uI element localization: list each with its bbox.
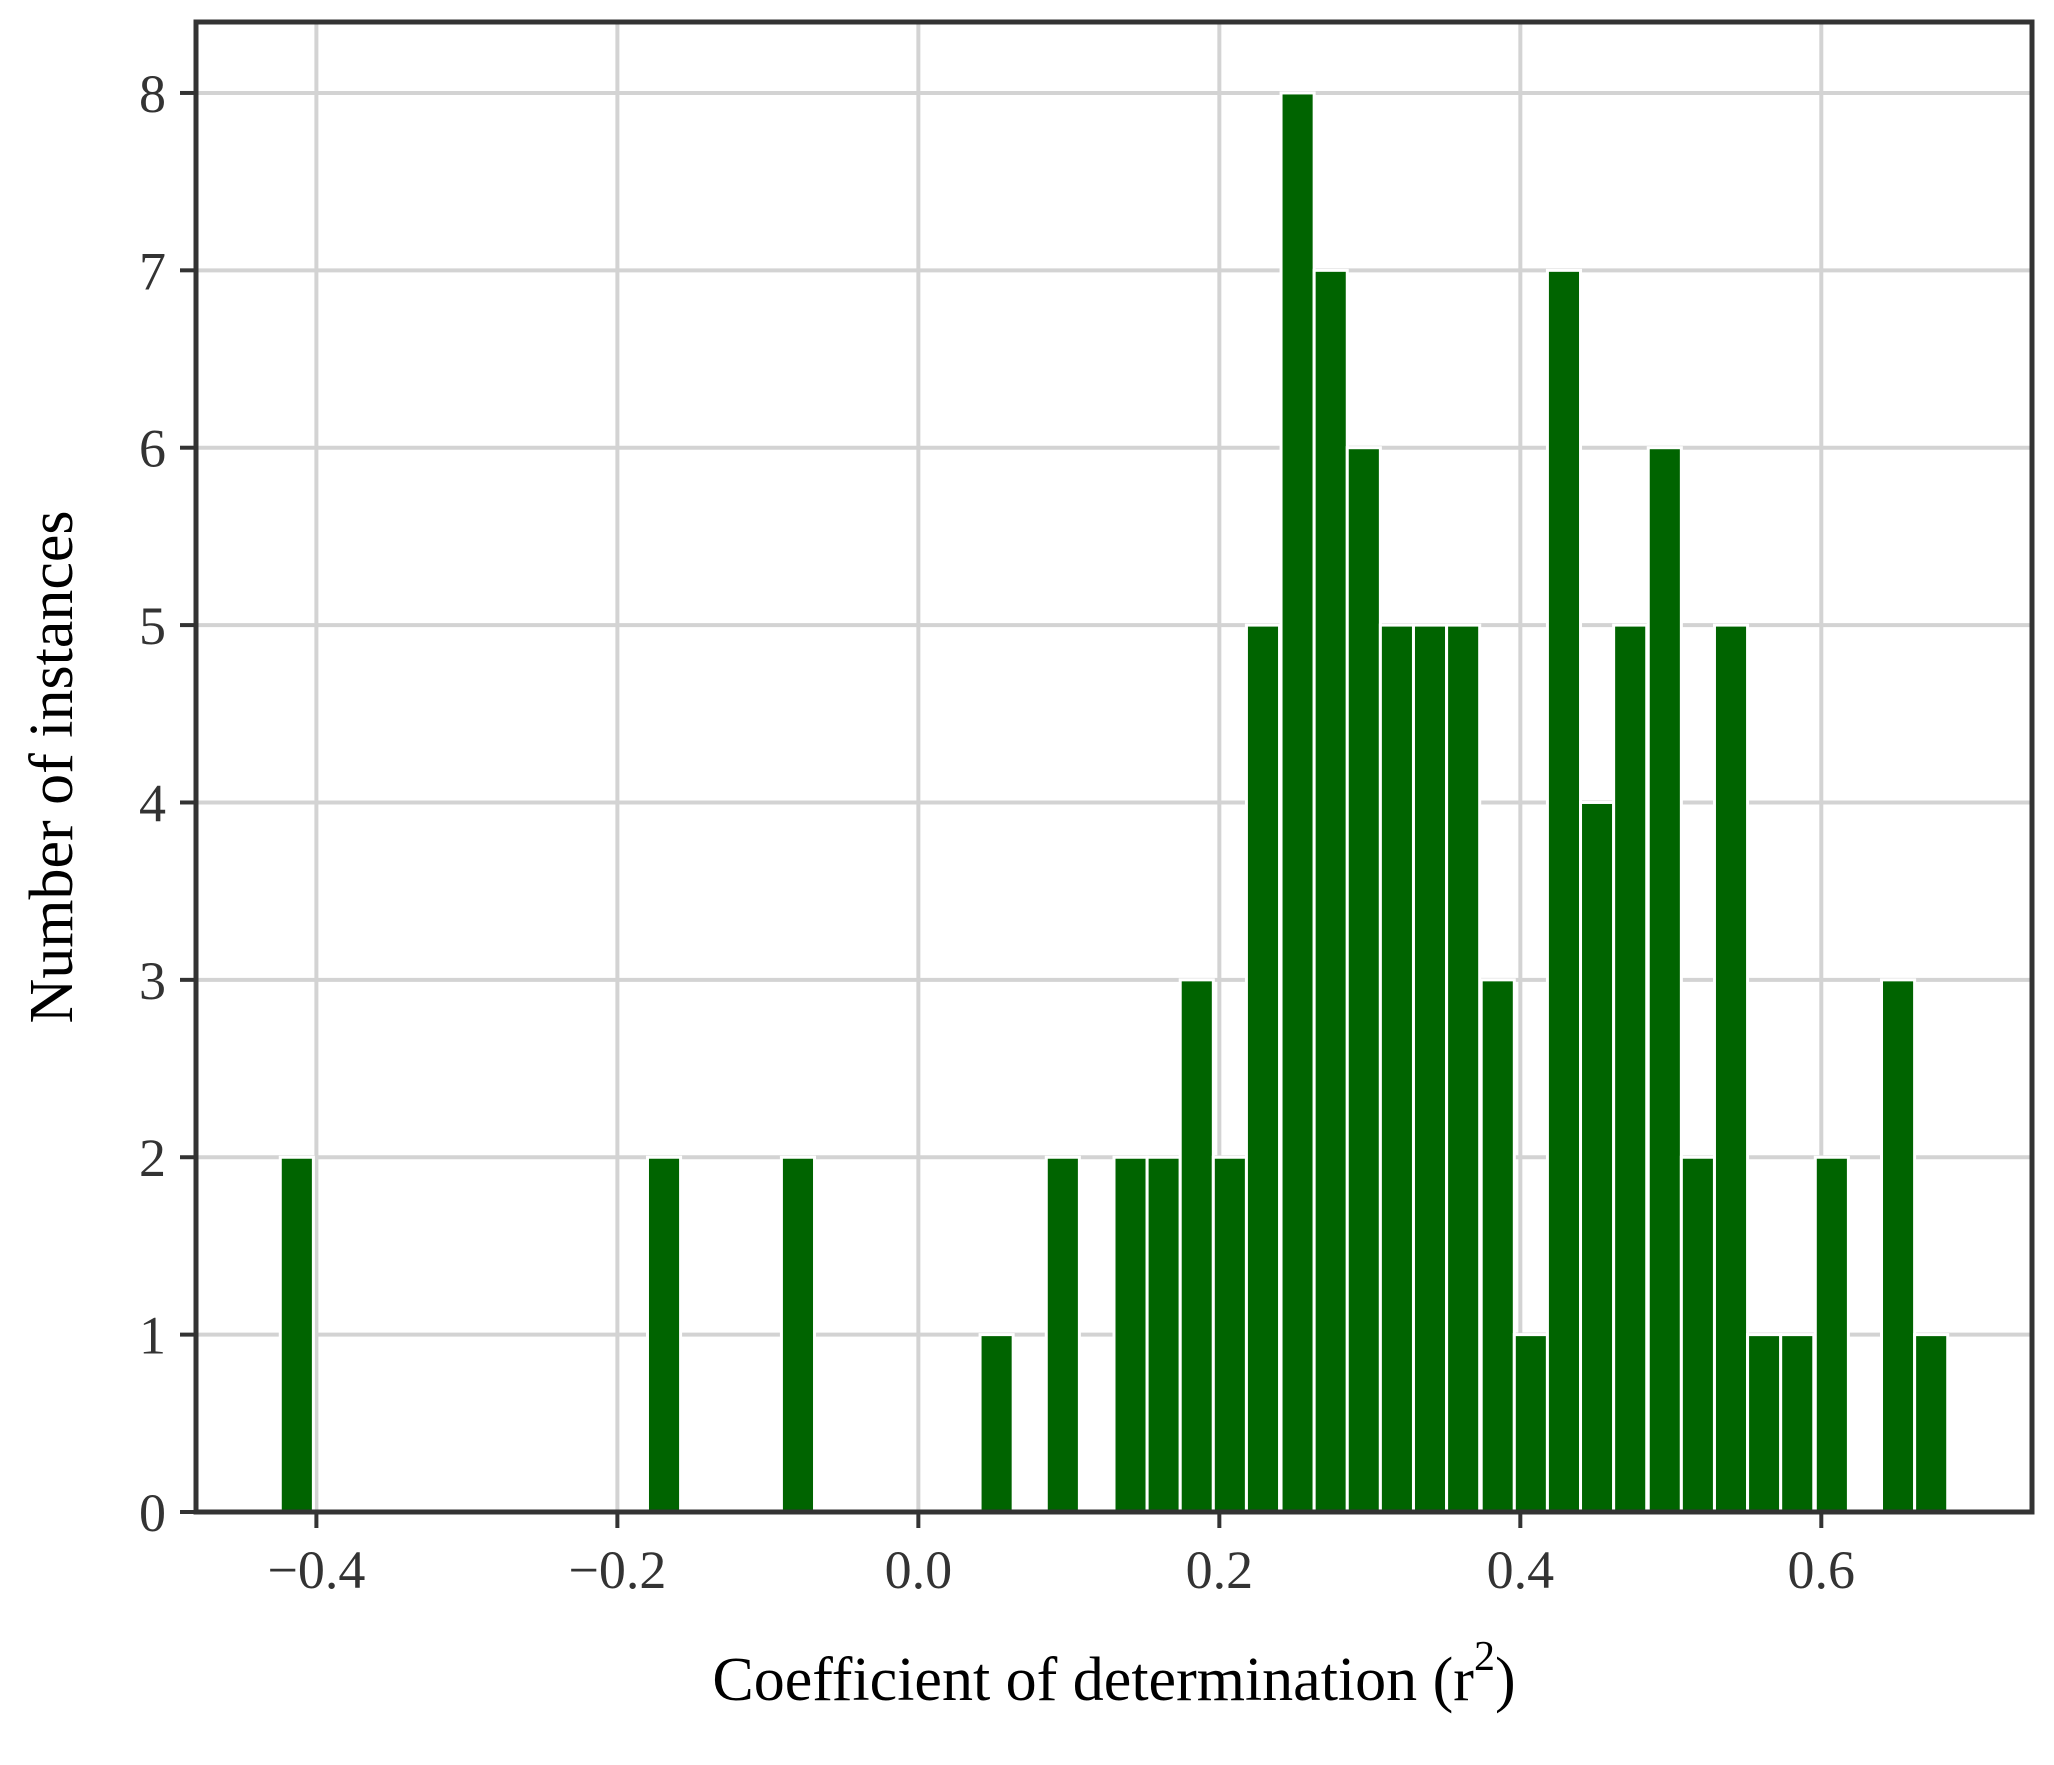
histogram-bar [1880, 978, 1917, 1514]
y-tick-label: 7 [139, 241, 166, 301]
histogram-bar [1779, 1333, 1816, 1514]
histogram-bar [1746, 1333, 1783, 1514]
x-axis-ticks: −0.4 −0.2 0.0 0.2 0.4 0.6 [267, 1512, 1855, 1600]
histogram-bar [1112, 1155, 1149, 1514]
histogram-bar [278, 1155, 315, 1514]
axes-frame [193, 19, 2035, 1515]
y-tick-label: 8 [139, 64, 166, 124]
histogram-bar [1211, 1155, 1248, 1514]
histogram-bar [1579, 800, 1616, 1514]
y-tick-label: 1 [139, 1306, 166, 1366]
histogram-bar [1244, 623, 1282, 1514]
y-tick-label: 3 [139, 951, 166, 1011]
grid [196, 22, 2032, 1514]
x-tick-label: 0.6 [1788, 1540, 1856, 1600]
y-tick-label: 4 [139, 773, 166, 833]
histogram-bar [1445, 623, 1482, 1514]
histogram-bar [1279, 91, 1316, 1514]
x-axis-title-superscript: 2 [1474, 1634, 1495, 1680]
histogram-bar [1646, 446, 1683, 1514]
histogram-bar [1044, 1155, 1081, 1514]
y-axis-title: Number of instances [18, 510, 86, 1023]
histogram-bar [1545, 268, 1583, 1514]
histogram-bar [1378, 623, 1415, 1514]
histogram-bar [1312, 268, 1349, 1514]
y-axis-ticks: 0 1 2 3 4 5 6 7 8 [139, 64, 196, 1543]
histogram-bar [1679, 1155, 1716, 1514]
x-tick-label: 0.4 [1487, 1540, 1555, 1600]
histogram-bar [1178, 978, 1215, 1514]
histogram-bar [1479, 978, 1516, 1514]
y-tick-label: 2 [139, 1128, 166, 1188]
x-tick-label: 0.2 [1186, 1540, 1254, 1600]
x-axis-title: Coefficient of determination (r2) [712, 1634, 1515, 1714]
histogram-bar [779, 1155, 817, 1514]
histogram-bar [1411, 623, 1449, 1514]
x-tick-label: −0.4 [267, 1540, 365, 1600]
histogram-bar [1612, 623, 1649, 1514]
histogram-bar [1913, 1333, 1950, 1514]
y-tick-label: 5 [139, 596, 166, 656]
histogram-bar [1345, 446, 1382, 1514]
x-tick-label: −0.2 [568, 1540, 666, 1600]
x-tick-label: 0.0 [885, 1540, 953, 1600]
y-tick-label: 6 [139, 419, 166, 479]
x-axis-title-main: Coefficient of determination (r [712, 1646, 1474, 1714]
histogram-bar [1712, 623, 1750, 1514]
histogram-bar [1145, 1155, 1182, 1514]
x-axis-title-suffix: ) [1495, 1646, 1516, 1714]
histogram-bar [978, 1333, 1015, 1514]
histogram-bar [1512, 1333, 1549, 1514]
y-tick-label: 0 [139, 1483, 166, 1543]
histogram-bar [1813, 1155, 1850, 1514]
histogram-bar [645, 1155, 683, 1514]
bars [278, 91, 1950, 1514]
